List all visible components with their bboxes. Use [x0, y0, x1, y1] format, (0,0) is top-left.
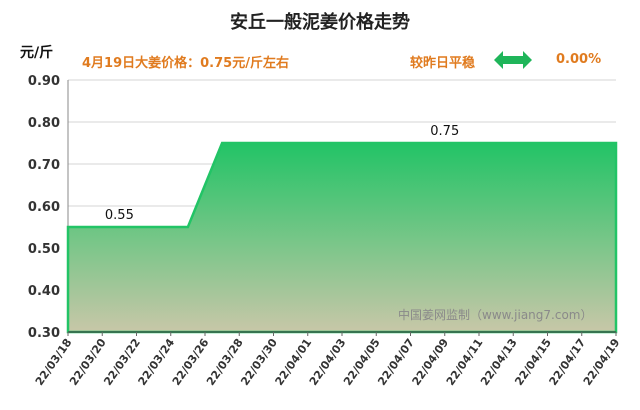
data-point — [529, 142, 532, 144]
data-point — [392, 142, 395, 144]
data-point — [341, 142, 343, 144]
data-point — [255, 142, 258, 144]
data-point — [289, 142, 292, 144]
data-point — [615, 142, 617, 144]
data-point — [512, 142, 515, 144]
data-point — [563, 142, 566, 144]
data-label: 0.55 — [105, 208, 134, 223]
y-axis-unit: 元/斤 — [20, 45, 54, 61]
data-point — [598, 142, 600, 144]
y-tick-label: 0.80 — [28, 116, 60, 131]
trend-label: 较昨日平稳 — [410, 56, 476, 71]
watermark-text: 中国姜网监制（www.jiang7.com） — [398, 307, 592, 322]
data-point — [204, 184, 206, 186]
data-point — [238, 142, 241, 144]
y-tick-label: 0.50 — [28, 242, 60, 257]
data-label: 0.75 — [430, 124, 459, 139]
data-point — [409, 142, 412, 144]
y-tick-label: 0.70 — [28, 158, 60, 173]
data-point — [272, 142, 275, 144]
data-point — [84, 226, 86, 228]
y-tick-label: 0.40 — [28, 284, 60, 299]
data-point — [478, 142, 480, 144]
data-point — [580, 142, 583, 144]
data-point — [358, 142, 360, 144]
data-point — [135, 226, 138, 228]
data-point — [426, 142, 429, 144]
data-point — [546, 142, 549, 144]
data-point — [187, 226, 189, 228]
data-point — [306, 142, 309, 144]
double-arrow-icon — [494, 51, 532, 69]
change-percent: 0.00% — [556, 52, 602, 67]
y-tick-label: 0.30 — [28, 326, 60, 341]
data-point — [461, 142, 463, 144]
y-tick-label: 0.60 — [28, 200, 60, 215]
data-point — [221, 142, 223, 144]
data-point — [101, 226, 104, 228]
data-point — [169, 226, 172, 228]
data-point — [495, 142, 497, 144]
data-point — [443, 142, 446, 144]
data-point — [152, 226, 155, 228]
data-point — [67, 226, 69, 228]
y-tick-label: 0.90 — [28, 74, 60, 89]
price-info: 4月19日大姜价格：0.75元/斤左右 — [82, 56, 289, 71]
data-point — [324, 142, 326, 144]
data-point — [375, 142, 378, 144]
data-point — [118, 226, 121, 228]
chart-title: 安丘一般泥姜价格走势 — [230, 12, 410, 33]
series-area — [66, 141, 618, 334]
